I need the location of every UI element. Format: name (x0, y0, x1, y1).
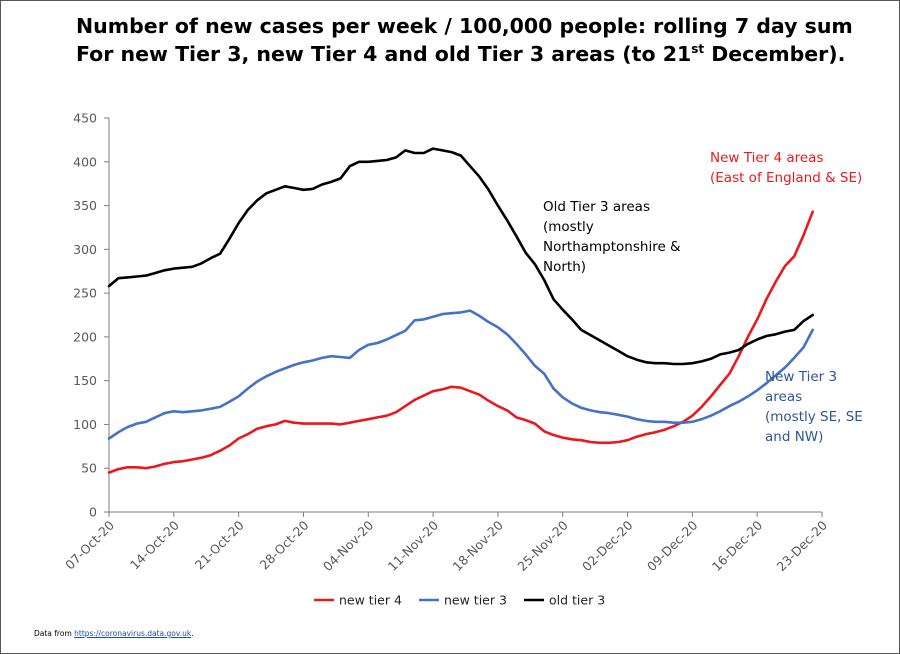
legend-label: old tier 3 (549, 593, 605, 608)
x-tick-label: 11-Nov-20 (385, 517, 442, 574)
chart-annotations: New Tier 4 areas (East of England & SE) Ol… (543, 150, 863, 445)
title-superscript: st (691, 42, 705, 57)
x-tick-label: 16-Dec-20 (709, 517, 766, 574)
series-line-old-tier-3 (107, 147, 815, 366)
y-tick-label: 250 (73, 286, 97, 301)
chart-title: Number of new cases per week / 100,000 p… (76, 12, 853, 68)
y-tick-label: 200 (73, 329, 97, 344)
annotation-old-tier-3: North) (543, 259, 586, 275)
x-tick-label: 07-Oct-20 (62, 517, 117, 572)
annotation-new-tier-4: (East of England & SE) (710, 170, 862, 186)
annotation-old-tier-3: Old Tier 3 areas (543, 199, 650, 215)
annotation-new-tier-3: New Tier 3 (765, 369, 837, 385)
x-tick-label: 23-Dec-20 (774, 517, 831, 574)
annotation-new-tier-3: and NW) (765, 429, 823, 445)
annotation-new-tier-4: New Tier 4 areas (710, 150, 823, 166)
y-tick-label: 450 (73, 111, 97, 126)
annotation-old-tier-3: (mostly (543, 219, 594, 235)
chart-legend: new tier 4 new tier 3 old tier 3 (314, 593, 605, 608)
source-prefix: Data from (34, 629, 72, 638)
y-tick-label: 400 (73, 154, 97, 169)
chart-series (107, 147, 815, 474)
series-line-new-tier-3 (107, 309, 815, 440)
data-source-note: Data from https://coronavirus.data.gov.u… (34, 629, 194, 638)
annotation-old-tier-3: Northamptonshire & (543, 239, 681, 255)
y-tick-label: 300 (73, 242, 97, 257)
x-tick-label: 04-Nov-20 (320, 517, 377, 574)
y-tick-label: 100 (73, 417, 97, 432)
x-tick-label: 09-Dec-20 (644, 517, 701, 574)
annotation-new-tier-3: areas (765, 389, 802, 405)
x-tick-label: 18-Nov-20 (450, 517, 507, 574)
title-line-1: Number of new cases per week / 100,000 p… (76, 14, 853, 38)
x-tick-label: 21-Oct-20 (192, 517, 247, 572)
legend-label: new tier 3 (444, 593, 507, 608)
x-tick-label: 14-Oct-20 (127, 517, 182, 572)
legend-label: new tier 4 (339, 593, 402, 608)
annotation-new-tier-3: (mostly SE, SE (765, 409, 863, 425)
series-line-new-tier-4 (107, 210, 815, 474)
x-tick-label: 28-Oct-20 (257, 517, 312, 572)
y-tick-label: 0 (89, 505, 97, 520)
y-tick-label: 350 (73, 198, 97, 213)
title-line-2: For new Tier 3, new Tier 4 and old Tier … (76, 42, 846, 66)
x-tick-label: 02-Dec-20 (579, 517, 636, 574)
y-tick-label: 50 (81, 461, 97, 476)
source-link[interactable]: https://coronavirus.data.gov.uk (74, 629, 192, 638)
x-tick-label: 25-Nov-20 (514, 517, 571, 574)
y-tick-label: 150 (73, 373, 97, 388)
